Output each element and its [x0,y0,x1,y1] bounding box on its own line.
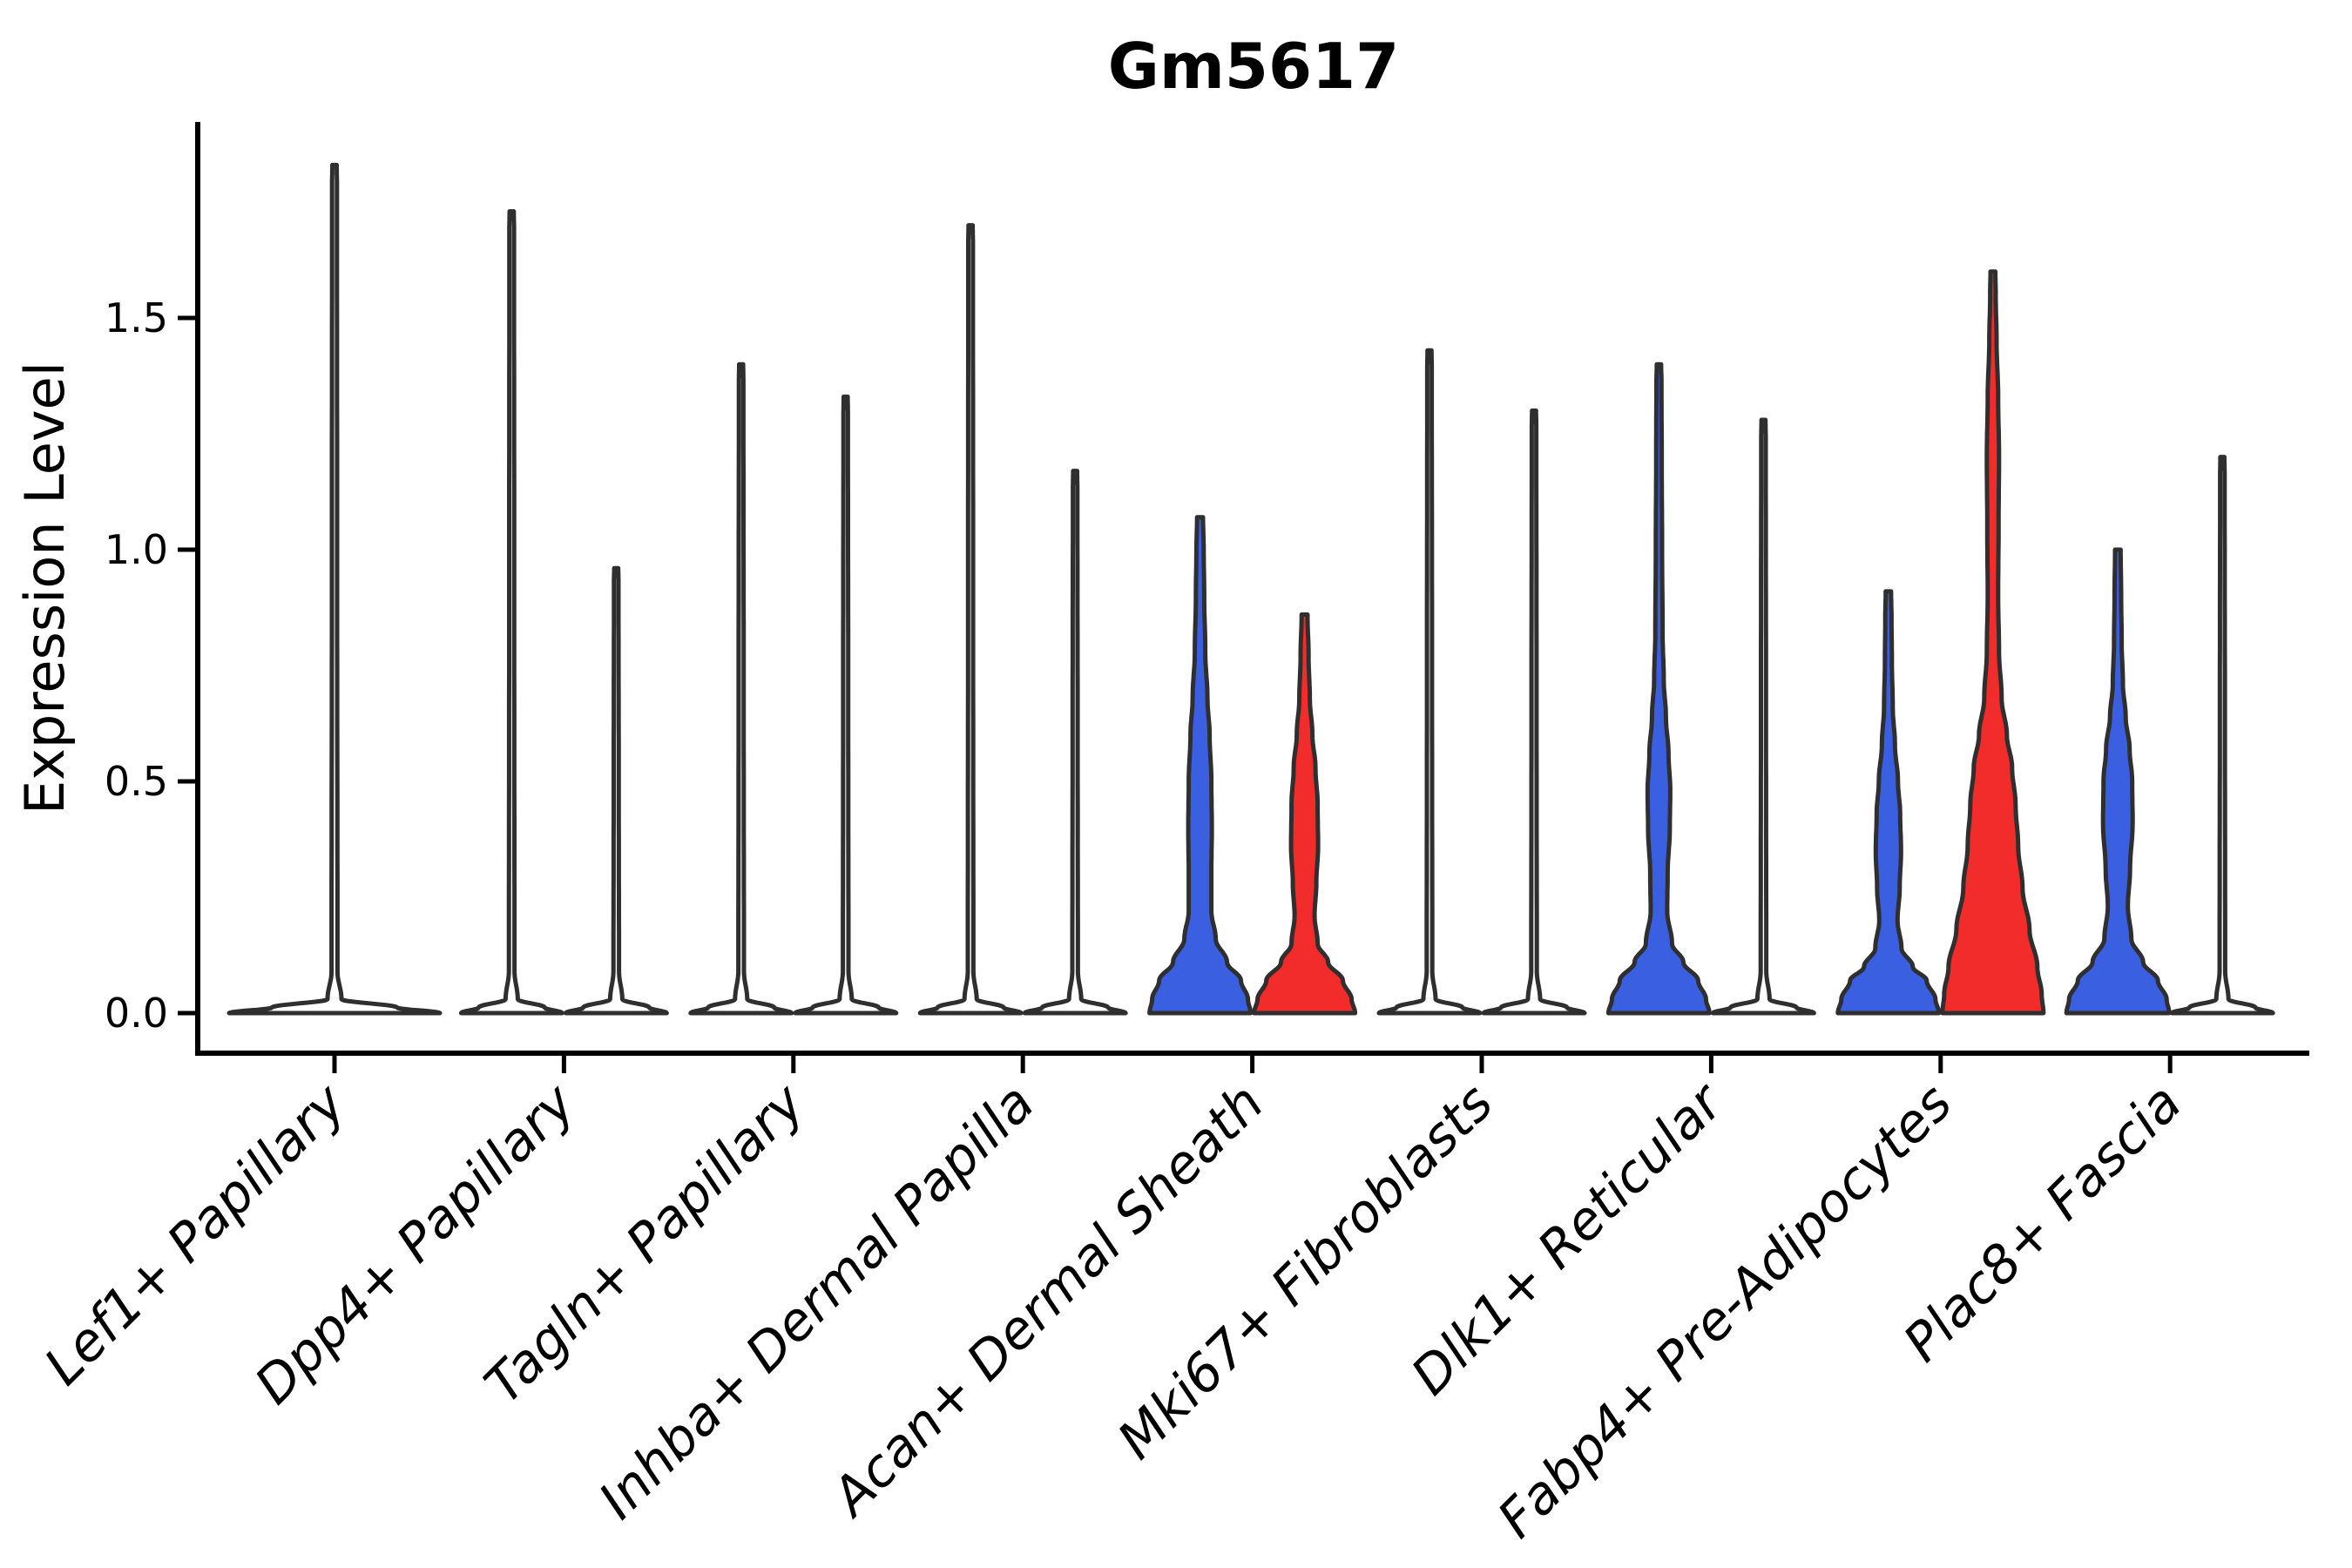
violin-mki67-fibroblasts-right [1481,408,1587,1016]
x-tick-label: Acan+ Dermal Sheath [818,1072,1275,1530]
chart-title: Gm5617 [1107,30,1400,103]
violin-dpp4-papillary-left [458,209,564,1016]
violin-inhba-dermal-papilla-left [917,223,1024,1016]
x-tick-label: Fabp4+ Pre-Adipocytes [1486,1072,1963,1550]
violin-acan-dermal-sheath-right [1252,612,1358,1016]
violin-lef1-papillary-center [226,162,443,1016]
violin-acan-dermal-sheath-left [1147,515,1254,1016]
x-tick-label: Mki67+ Fibroblasts [1106,1072,1505,1471]
violin-plac8-fascia-left [2064,547,2172,1016]
violin-tagln-papillary-left [688,362,794,1016]
y-tick-label: 1.0 [105,526,168,573]
violin-plac8-fascia-right [2169,455,2275,1016]
y-tick-label: 1.5 [105,294,168,341]
y-tick-label: 0.0 [105,990,168,1037]
y-tick-label: 0.5 [105,758,168,805]
violin-fabp4-pre-adipocytes-right [1940,269,2046,1016]
violin-fabp4-pre-adipocytes-left [1835,589,1942,1016]
violin-mki67-fibroblasts-left [1376,348,1483,1016]
x-tick-label: Inhba+ Dermal Papilla [587,1072,1045,1531]
violin-inhba-dermal-papilla-right [1022,469,1128,1016]
violin-dlk1-reticular-left [1605,362,1712,1016]
violin-tagln-papillary-right [793,394,899,1016]
violin-dpp4-papillary-right [563,565,669,1016]
violin-dlk1-reticular-right [1710,417,1816,1016]
